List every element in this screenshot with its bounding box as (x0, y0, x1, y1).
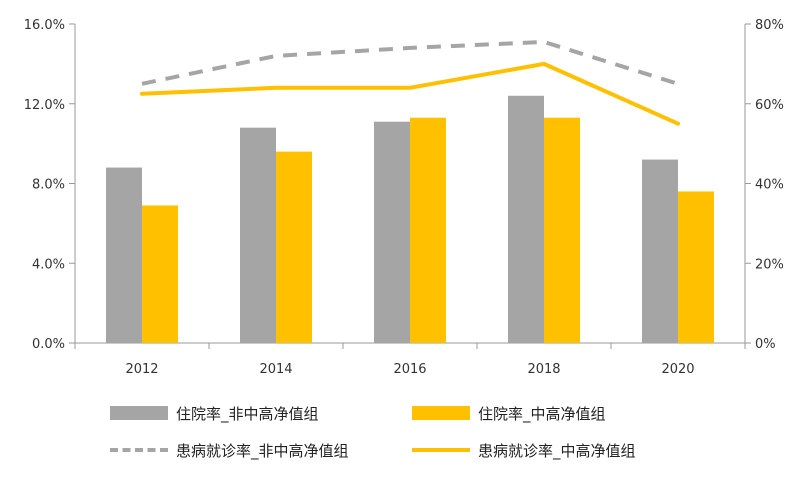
left-tick-label: 0.0% (32, 337, 65, 352)
series-line-dashed (141, 39, 679, 86)
bar (276, 151, 312, 343)
right-tick-label: 60% (755, 98, 784, 113)
x-tick-label: 2016 (393, 362, 426, 377)
legend-swatch-bar-gray (110, 406, 168, 420)
bar (642, 159, 678, 343)
x-tick-label: 2014 (259, 362, 292, 377)
bar (106, 167, 142, 343)
legend-label: 患病就诊率_非中高净值组 (176, 441, 349, 460)
bar (410, 117, 446, 343)
right-y-axis: 0% 20% 40% 60% 80% (744, 18, 784, 352)
legend-swatch-bar-yellow (412, 406, 470, 420)
x-tick-label: 2018 (527, 362, 560, 377)
left-tick-label: 8.0% (32, 178, 65, 193)
legend-label: 住院率_非中高净值组 (176, 404, 319, 423)
legend: 住院率_非中高净值组 住院率_中高净值组 患病就诊率_非中高净值组 患病就诊率_… (0, 392, 800, 472)
bar (544, 117, 580, 343)
series-line-solid (140, 61, 680, 126)
legend-item-visit-non: 患病就诊率_非中高净值组 (110, 435, 349, 465)
bar (240, 127, 276, 343)
bar (678, 191, 714, 343)
legend-label: 患病就诊率_中高净值组 (478, 441, 636, 460)
bar (142, 205, 178, 343)
legend-label: 住院率_中高净值组 (478, 404, 606, 423)
x-tick-label: 2012 (125, 362, 158, 377)
x-axis: 2012 2014 2016 2018 2020 (74, 342, 746, 377)
legend-item-visit-high: 患病就诊率_中高净值组 (412, 435, 636, 465)
combo-chart: 0.0% 4.0% 8.0% 12.0% 16.0% 0% 20% 40% 60% 80% 20… (24, 18, 784, 377)
legend-swatch-line-solid (412, 448, 470, 452)
legend-item-hosp-non: 住院率_非中高净值组 (110, 398, 319, 428)
right-tick-label: 20% (755, 257, 784, 272)
left-tick-label: 4.0% (32, 257, 65, 272)
left-tick-label: 16.0% (24, 18, 65, 33)
bar-series-group (106, 95, 714, 344)
x-tick-label: 2020 (661, 362, 694, 377)
left-tick-label: 12.0% (24, 98, 65, 113)
legend-item-hosp-high: 住院率_中高净值组 (412, 398, 606, 428)
bar (374, 121, 410, 343)
bar (508, 95, 544, 344)
right-tick-label: 0% (755, 337, 776, 352)
right-tick-label: 40% (755, 178, 784, 193)
left-y-axis: 0.0% 4.0% 8.0% 12.0% 16.0% (24, 18, 76, 352)
line-series-group (140, 39, 680, 126)
right-tick-label: 80% (755, 18, 784, 33)
legend-swatch-line-dashed (110, 448, 168, 452)
